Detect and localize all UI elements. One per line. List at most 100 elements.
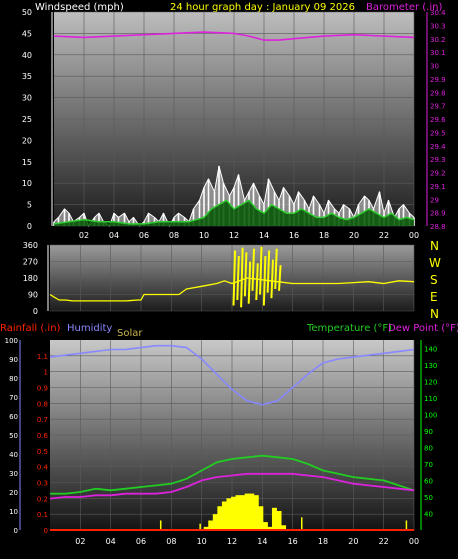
direction-tick-label: 270	[23, 258, 38, 267]
barometer-tick-label: 28.9	[430, 210, 446, 218]
solar-bar	[262, 522, 268, 530]
rainfall-tick-label: 0.2	[37, 495, 48, 503]
solar-bar	[271, 507, 277, 530]
gridlines	[50, 11, 415, 531]
direction-spike	[266, 250, 271, 293]
solar-bar	[276, 511, 282, 530]
compass-n-bottom: N	[430, 307, 439, 321]
temp-x-tick-label: 14	[257, 537, 267, 546]
dewpoint-line	[49, 472, 415, 500]
rainfall-tick-label: 0.7	[37, 416, 48, 424]
compass-e: E	[430, 290, 438, 304]
temp-x-tick-label: 02	[75, 537, 85, 546]
temp-x-tick-label: 22	[379, 537, 389, 546]
direction-spike	[232, 250, 237, 306]
rainfall-tick-label: 1	[44, 369, 48, 377]
barometer-tick-label: 30.1	[430, 49, 446, 57]
humidity-tick-label: 10	[9, 508, 18, 516]
barometer-line	[53, 31, 415, 41]
direction-spike	[240, 247, 244, 308]
barometer-tick-label: 30.4	[430, 9, 446, 17]
solar-bar	[253, 495, 259, 530]
temperature-tick-label: 130	[424, 362, 437, 370]
direction-spike	[243, 252, 248, 297]
wind-tick-label: 25	[22, 115, 32, 124]
direction-line	[49, 277, 415, 302]
direction-spike	[274, 248, 278, 290]
wind-x-tick-label: 20	[349, 231, 359, 240]
barometer-tick-label: 29.2	[430, 170, 446, 178]
wind-x-tick-label: 04	[109, 231, 119, 240]
direction-spike	[236, 255, 240, 301]
solar-bar	[226, 498, 232, 530]
temperature-tick-label: 80	[424, 444, 433, 452]
barometer-tick-label: 29.1	[430, 183, 446, 191]
solar-bar	[281, 525, 287, 530]
barometer-tick-label: 30.3	[430, 22, 446, 30]
humidity-tick-label: 0	[14, 527, 18, 535]
wind-tick-label: 45	[22, 29, 32, 38]
solar-bar	[240, 495, 246, 530]
humidity-tick-label: 40	[9, 451, 18, 459]
wind-tick-label: 40	[22, 51, 32, 60]
solar-bar	[208, 520, 214, 530]
temp-x-tick-label: 04	[106, 537, 116, 546]
wind-x-tick-label: 12	[229, 231, 239, 240]
humidity-tick-label: 30	[9, 470, 18, 478]
direction-tick-label: 0	[33, 307, 38, 316]
barometer-tick-label: 29.6	[430, 116, 446, 124]
temp-x-tick-label: 06	[136, 537, 146, 546]
temp-x-tick-label: 12	[227, 537, 237, 546]
wind-tick-label: 5	[27, 201, 32, 210]
rainfall-tick-label: 0.1	[37, 511, 48, 519]
direction-spike	[262, 255, 267, 306]
wind-x-tick-label: 10	[199, 231, 209, 240]
rainfall-tick-label: 0.8	[37, 400, 48, 408]
humidity-line	[49, 344, 415, 406]
temperature-tick-label: 120	[424, 378, 437, 386]
wind-axis-title: Windspeed (mph)	[35, 2, 124, 13]
rainfall-tick-label: 0.4	[37, 464, 49, 472]
direction-spike	[251, 248, 255, 291]
direction-spike	[270, 259, 274, 299]
temp-x-tick-label: 16	[288, 537, 298, 546]
temperature-line	[50, 454, 415, 495]
wind-x-tick-label: 08	[169, 231, 179, 240]
temp-x-tick-label: 10	[197, 537, 207, 546]
rainfall-tick-label: 0.5	[37, 448, 48, 456]
rainfall-tick-label: 0.3	[37, 480, 48, 488]
wind-average-area	[54, 200, 414, 226]
wind-x-tick-label: 00	[409, 231, 419, 240]
barometer-tick-label: 29	[430, 196, 439, 204]
humidity-tick-label: 80	[9, 375, 18, 383]
wind-tick-label: 15	[22, 158, 32, 167]
humidity-tick-label: 20	[9, 489, 18, 497]
solar-bar	[212, 514, 218, 530]
compass-n-top: N	[430, 239, 439, 253]
chart-title: 24 hour graph day : January 09 2026	[170, 2, 355, 13]
temp-x-tick-label: 00	[409, 537, 419, 546]
axes: 0510152025303540455028.828.92929.129.229…	[5, 8, 447, 546]
barometer-tick-label: 28.8	[430, 223, 446, 231]
rainfall-tick-label: 0.6	[37, 432, 49, 440]
direction-tick-label: 180	[23, 274, 38, 283]
direction-spike	[255, 263, 259, 301]
solar-bar	[249, 493, 255, 530]
wind-x-tick-label: 14	[259, 231, 269, 240]
barometer-tick-label: 29.3	[430, 156, 446, 164]
temperature-tick-label: 70	[424, 461, 433, 469]
temp-x-tick-label: 20	[348, 537, 358, 546]
solar-bar	[203, 526, 209, 530]
temp-x-tick-label: 08	[166, 537, 176, 546]
solar-label: Solar	[117, 328, 143, 339]
data-marks	[49, 31, 415, 531]
dewpoint-axis-title: Dew Point (°F)	[388, 323, 458, 334]
direction-spike	[259, 246, 263, 295]
solar-bar	[267, 526, 273, 530]
rainfall-tick-label: 0.9	[37, 385, 48, 393]
direction-spike	[247, 261, 252, 304]
temperature-tick-label: 40	[424, 510, 433, 518]
temperature-axis-title: Temperature (°F)	[306, 323, 392, 334]
